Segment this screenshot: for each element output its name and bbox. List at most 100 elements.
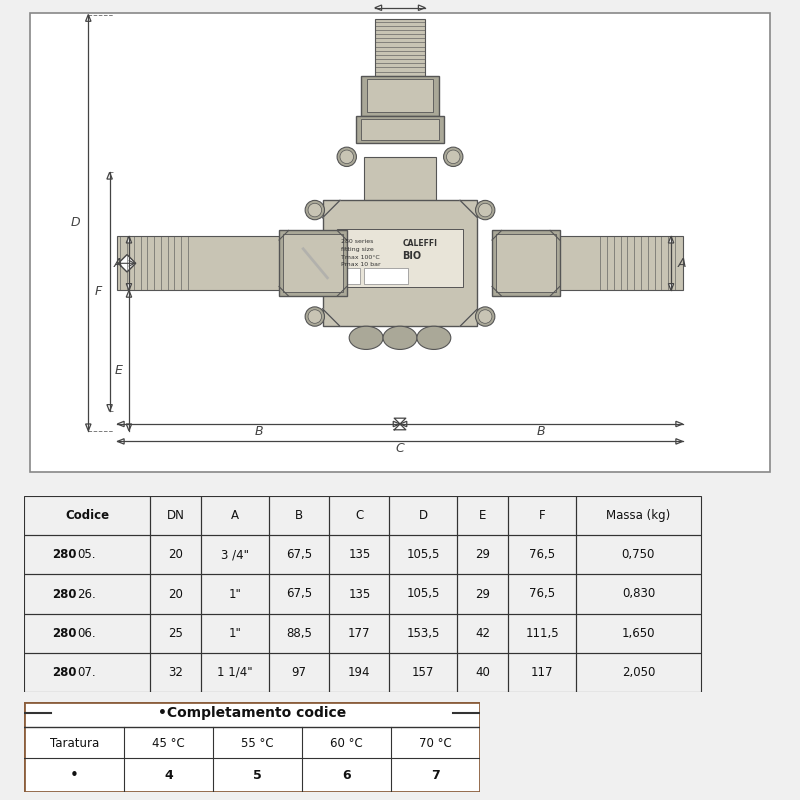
Circle shape	[478, 203, 492, 217]
Text: B: B	[537, 425, 546, 438]
Text: B: B	[295, 509, 303, 522]
Text: 4: 4	[165, 770, 173, 782]
Bar	[150, 496, 202, 535]
Bar	[269, 614, 330, 653]
Bar	[202, 574, 269, 614]
Bar	[269, 653, 330, 692]
Text: 3 /4": 3 /4"	[222, 548, 250, 562]
Polygon shape	[86, 14, 91, 22]
Bar	[362, 119, 438, 140]
Bar	[24, 496, 150, 535]
Text: Massa (kg): Massa (kg)	[606, 509, 670, 522]
Bar	[24, 574, 150, 614]
Text: Codice: Codice	[65, 509, 110, 522]
Text: 1 1/4": 1 1/4"	[218, 666, 253, 679]
Text: 194: 194	[348, 666, 370, 679]
Text: 26.: 26.	[77, 587, 96, 601]
Text: 20: 20	[169, 587, 183, 601]
Circle shape	[305, 200, 325, 220]
Bar	[330, 574, 390, 614]
Text: E: E	[114, 364, 122, 377]
Polygon shape	[118, 254, 136, 272]
Bar	[24, 535, 150, 574]
Text: 177: 177	[348, 626, 370, 640]
Text: B: B	[254, 425, 263, 438]
Text: 135: 135	[348, 548, 370, 562]
Bar	[506, 236, 682, 290]
Text: 105,5: 105,5	[406, 587, 440, 601]
Text: 0,750: 0,750	[622, 548, 655, 562]
Bar	[457, 574, 508, 614]
Bar	[576, 496, 701, 535]
Text: 280 series: 280 series	[341, 239, 374, 244]
Polygon shape	[118, 438, 124, 444]
Bar	[457, 614, 508, 653]
Text: 280: 280	[53, 626, 77, 640]
Bar	[457, 653, 508, 692]
Bar	[457, 496, 508, 535]
Text: 76,5: 76,5	[529, 587, 555, 601]
Bar	[202, 653, 269, 692]
Text: BIO: BIO	[402, 250, 422, 261]
Text: A: A	[231, 509, 239, 522]
Polygon shape	[107, 405, 112, 411]
Text: C: C	[396, 442, 404, 455]
Polygon shape	[676, 422, 682, 426]
Bar	[364, 268, 408, 284]
Ellipse shape	[417, 326, 451, 350]
Polygon shape	[668, 284, 674, 290]
Text: 70 °C: 70 °C	[419, 737, 452, 750]
Bar	[150, 535, 202, 574]
Bar	[362, 75, 438, 116]
Circle shape	[478, 310, 492, 323]
Text: •: •	[70, 768, 78, 783]
Polygon shape	[459, 200, 478, 218]
Text: 0,830: 0,830	[622, 587, 655, 601]
Bar	[508, 653, 576, 692]
Bar	[150, 653, 202, 692]
Text: D: D	[71, 216, 81, 229]
Text: 76,5: 76,5	[529, 548, 555, 562]
Bar	[390, 614, 457, 653]
Bar	[269, 496, 330, 535]
Bar	[202, 535, 269, 574]
Bar	[150, 614, 202, 653]
Bar	[375, 19, 425, 75]
Text: 280: 280	[53, 587, 77, 601]
Text: DN: DN	[167, 509, 185, 522]
Circle shape	[305, 307, 325, 326]
Bar	[202, 496, 269, 535]
Text: 40: 40	[475, 666, 490, 679]
Bar	[322, 200, 478, 326]
Text: E: E	[479, 509, 486, 522]
Circle shape	[446, 150, 460, 163]
Text: 55 °C: 55 °C	[242, 737, 274, 750]
Bar	[576, 653, 701, 692]
Text: F: F	[539, 509, 546, 522]
Text: Taratura: Taratura	[50, 737, 98, 750]
Polygon shape	[418, 5, 425, 10]
Text: 153,5: 153,5	[406, 626, 440, 640]
Text: 67,5: 67,5	[286, 548, 312, 562]
Polygon shape	[86, 424, 91, 430]
Circle shape	[475, 200, 495, 220]
Bar	[576, 614, 701, 653]
Text: 20: 20	[169, 548, 183, 562]
Bar	[576, 574, 701, 614]
Bar	[364, 157, 436, 217]
Text: 97: 97	[292, 666, 306, 679]
Text: CALEFFI: CALEFFI	[402, 239, 438, 248]
Bar	[508, 496, 576, 535]
Text: 06.: 06.	[77, 626, 96, 640]
Bar	[367, 79, 433, 112]
Ellipse shape	[383, 326, 417, 350]
Text: 117: 117	[531, 666, 554, 679]
Text: 1": 1"	[229, 626, 242, 640]
Text: 6: 6	[342, 770, 351, 782]
Polygon shape	[126, 284, 132, 290]
Text: fitting size: fitting size	[341, 247, 374, 252]
Text: 29: 29	[475, 548, 490, 562]
Bar	[390, 535, 457, 574]
Text: 88,5: 88,5	[286, 626, 312, 640]
Text: 67,5: 67,5	[286, 587, 312, 601]
